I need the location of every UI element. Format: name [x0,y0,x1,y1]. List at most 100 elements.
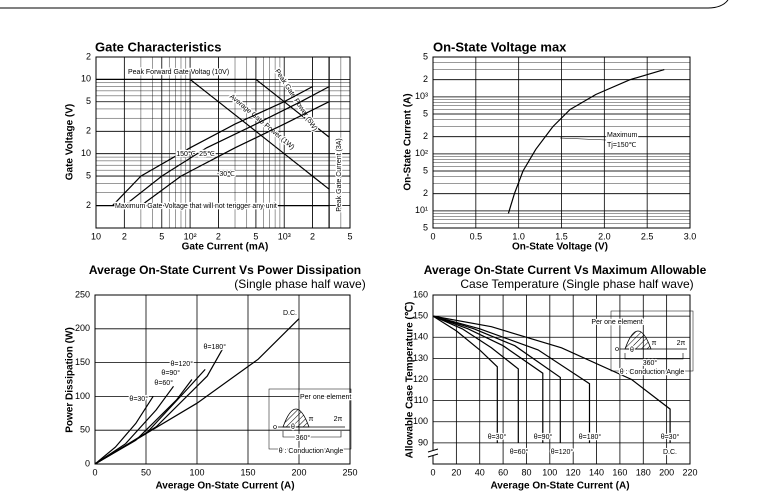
x-tick-label: 40 [475,467,485,477]
y-tick-label: 200 [75,323,90,333]
series-label: Peak Forward Gate Voltag (10V) [128,69,229,76]
chart-title: Gate Characteristics [95,39,221,54]
x-tick-label: 10² [184,231,197,241]
y-tick-label: 5 [86,96,91,106]
series-label: θ=30° [129,395,148,403]
y-tick-label: 0 [85,458,90,468]
callout [559,137,607,141]
y-tick-label: 10³ [415,91,428,101]
inset-wave [624,330,652,350]
series-label: 25℃ [199,151,215,158]
y-tick-label: 2 [86,51,91,61]
y-tick-label: 10² [415,148,428,158]
chart-subtitle: (Single phase half wave) [234,277,365,291]
x-tick-label: 10 [91,231,101,241]
x-tick-label: 1.5 [555,231,568,241]
series-label: θ=30° [488,433,507,441]
series-line [432,315,519,443]
series-label: θ=90° [161,369,180,377]
inset-wave [282,408,310,428]
page-border [0,0,729,9]
y-tick-label: 50 [80,425,90,435]
inset-origin [273,425,277,429]
x-tick-label: 50 [141,467,151,477]
series-label: θ=90° [534,433,553,441]
x-tick-label: 80 [521,467,531,477]
axis-break [429,450,437,455]
chart-title: Average On-State Current Vs Power Dissip… [89,263,361,277]
series-line [432,315,498,443]
series-line [112,86,313,207]
chart-subtitle: Case Temperature (Single phase half wave… [460,277,693,291]
y-tick-label: 120 [413,374,428,384]
annotation: 2π [677,340,686,347]
x-tick-label: 160 [612,467,627,477]
x-tick-label: 2 [122,231,127,241]
axis-break [427,448,439,458]
y-tick-label: 100 [75,391,90,401]
plot-frame [432,56,691,229]
annotation: π [309,416,314,423]
x-tick-label: 180 [636,467,651,477]
series-line [432,315,561,443]
y-tick-label: 250 [75,289,90,299]
y-tick-label: 130 [413,353,428,363]
y-axis-title: Allowable Case Temperature (℃) [405,302,416,459]
series-line [255,78,330,138]
y-tick-label: 150 [413,311,428,321]
inset-box [610,310,694,372]
series-line [432,315,591,443]
annotation: 360° [296,434,311,442]
x-tick-label: 0 [430,467,435,477]
annotation: θ [630,347,634,354]
series-label: 150℃ [176,151,196,158]
y-tick-label: 150 [75,357,90,367]
x-tick-label: 120 [566,467,581,477]
y-tick-label: 110 [414,395,428,405]
x-tick-label: 200 [659,467,674,477]
plot-frame [95,56,351,229]
series-label: -30℃ [217,171,235,178]
x-tick-label: 2 [216,231,221,241]
chart-title: Average On-State Current Vs Maximum Allo… [424,263,707,277]
y-axis-title: On-State Current (A) [403,93,414,190]
y-tick-label: 10 [81,74,91,84]
x-tick-label: 150 [240,467,255,477]
annotation: θ : Conduction Angle [620,369,685,376]
y-tick-label: 5 [86,170,91,180]
series-label: θ=180° [204,343,227,351]
x-axis-title: Gate Current (mA) [182,242,269,253]
x-tick-label: 200 [291,467,306,477]
plot-frame [432,294,691,465]
x-axis-title: Average On-State Current (A) [490,481,629,492]
y-tick-label: 5 [423,51,428,61]
x-tick-label: 10³ [278,231,291,241]
x-tick-label: 0 [92,467,97,477]
x-tick-label: 0 [430,231,435,241]
y-tick-label: 2 [86,200,91,210]
y-tick-label: 100 [413,416,428,426]
series-label: θ=60° [510,448,529,456]
series-line [94,385,174,465]
series-label: θ=120° [551,448,574,456]
series-line [94,318,300,465]
x-tick-label: 3.0 [684,231,697,241]
series-label: D.C. [663,449,677,456]
y-tick-label: 160 [413,289,428,299]
series-line [94,396,154,465]
plot-frame [94,294,351,465]
series-line [432,315,544,443]
series-line [123,86,330,207]
annotation: Maximum [607,132,638,139]
series-label: θ=180° [579,433,602,441]
chart-title: On-State Voltage max [433,39,567,54]
x-tick-label: 1.0 [512,231,525,241]
series-line [140,101,330,207]
x-tick-label: 220 [682,467,697,477]
x-tick-label: 60 [498,467,508,477]
x-tick-label: 100 [542,467,557,477]
y-tick-label: 10¹ [415,205,428,215]
x-tick-label: 250 [342,467,357,477]
annotation: 2π [334,416,343,423]
series-label: Maximum Gate Voltage that will not terig… [115,203,277,210]
